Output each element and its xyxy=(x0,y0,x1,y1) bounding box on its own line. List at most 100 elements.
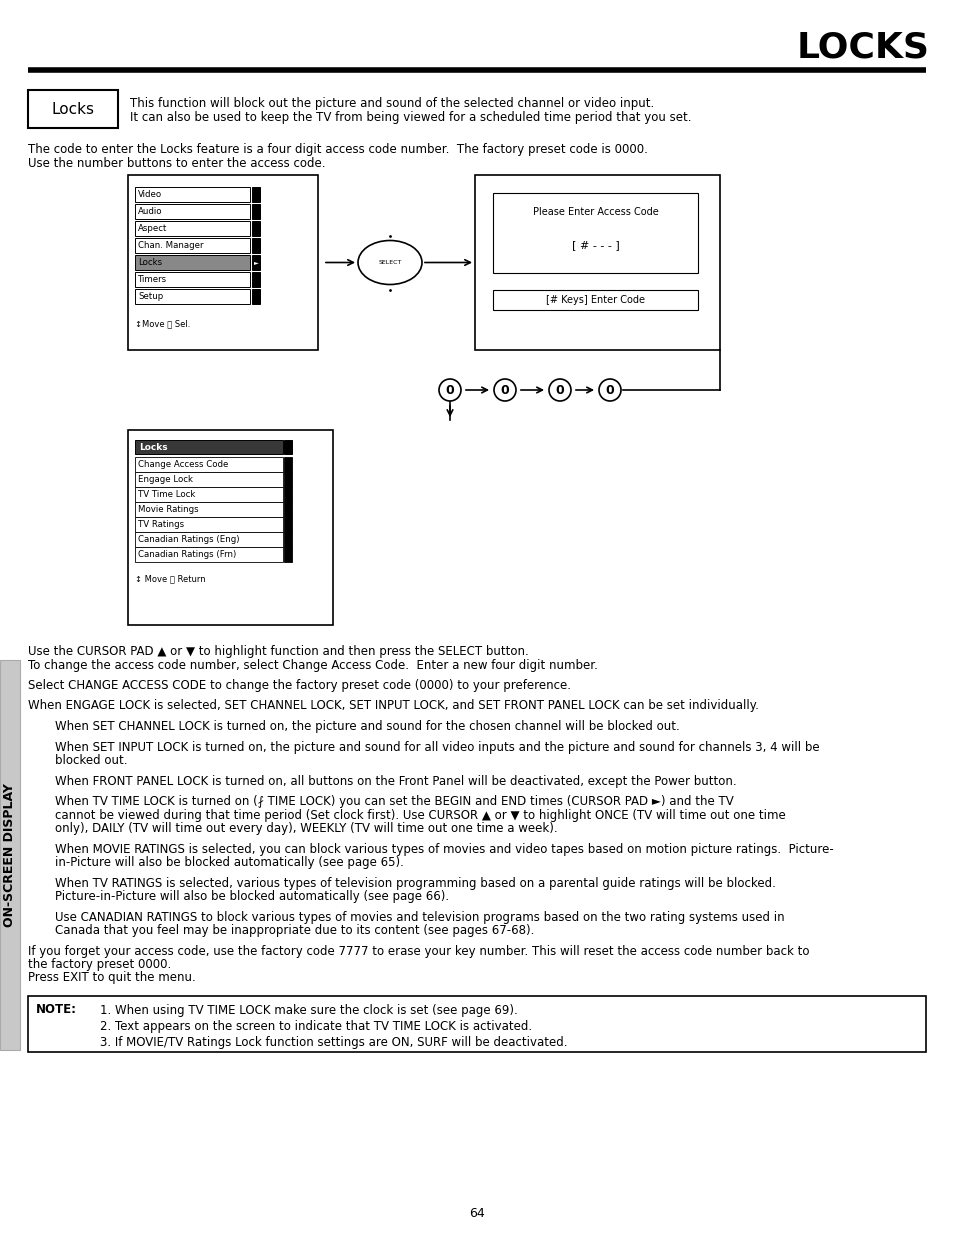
Bar xyxy=(284,547,292,562)
Text: Chan. Manager: Chan. Manager xyxy=(138,241,203,249)
Text: SELECT: SELECT xyxy=(378,261,401,266)
Bar xyxy=(252,254,260,270)
Text: Use CANADIAN RATINGS to block various types of movies and television programs ba: Use CANADIAN RATINGS to block various ty… xyxy=(55,910,783,924)
Bar xyxy=(284,472,292,487)
Text: 3. If MOVIE/TV Ratings Lock function settings are ON, SURF will be deactivated.: 3. If MOVIE/TV Ratings Lock function set… xyxy=(100,1036,567,1049)
Bar xyxy=(493,290,698,310)
Text: 64: 64 xyxy=(469,1207,484,1220)
Bar xyxy=(135,186,250,203)
Text: NOTE:: NOTE: xyxy=(36,1003,77,1016)
Text: 0: 0 xyxy=(500,384,509,396)
Text: 2. Text appears on the screen to indicate that TV TIME LOCK is activated.: 2. Text appears on the screen to indicat… xyxy=(100,1020,532,1032)
Text: TV Ratings: TV Ratings xyxy=(138,520,184,529)
Bar xyxy=(135,457,283,472)
Bar xyxy=(135,238,250,253)
Text: Movie Ratings: Movie Ratings xyxy=(138,505,198,514)
Bar xyxy=(28,90,118,128)
Bar xyxy=(135,532,283,547)
Text: Use the CURSOR PAD ▲ or ▼ to highlight function and then press the SELECT button: Use the CURSOR PAD ▲ or ▼ to highlight f… xyxy=(28,645,528,658)
Bar xyxy=(475,175,720,350)
Text: The code to enter the Locks feature is a four digit access code number.  The fac: The code to enter the Locks feature is a… xyxy=(28,143,647,156)
Bar xyxy=(252,204,260,219)
Text: When FRONT PANEL LOCK is turned on, all buttons on the Front Panel will be deact: When FRONT PANEL LOCK is turned on, all … xyxy=(55,774,736,788)
Circle shape xyxy=(548,379,571,401)
Text: [# Keys] Enter Code: [# Keys] Enter Code xyxy=(545,295,644,305)
Text: When ENGAGE LOCK is selected, SET CHANNEL LOCK, SET INPUT LOCK, and SET FRONT PA: When ENGAGE LOCK is selected, SET CHANNE… xyxy=(28,699,758,713)
Text: When MOVIE RATINGS is selected, you can block various types of movies and video : When MOVIE RATINGS is selected, you can … xyxy=(55,842,833,856)
Bar xyxy=(135,517,283,532)
Text: Change Access Code: Change Access Code xyxy=(138,459,228,469)
Text: If you forget your access code, use the factory code 7777 to erase your key numb: If you forget your access code, use the … xyxy=(28,945,809,957)
Text: blocked out.: blocked out. xyxy=(55,755,128,767)
Text: 0: 0 xyxy=(555,384,564,396)
Bar xyxy=(284,440,292,454)
Text: ↕ Move ␤ Return: ↕ Move ␤ Return xyxy=(135,574,206,583)
Bar xyxy=(284,532,292,547)
Text: in-Picture will also be blocked automatically (see page 65).: in-Picture will also be blocked automati… xyxy=(55,856,403,869)
Text: When TV RATINGS is selected, various types of television programming based on a : When TV RATINGS is selected, various typ… xyxy=(55,877,775,889)
Text: Audio: Audio xyxy=(138,207,162,216)
Bar xyxy=(252,221,260,236)
Text: When TV TIME LOCK is turned on (⨏ TIME LOCK) you can set the BEGIN and END times: When TV TIME LOCK is turned on (⨏ TIME L… xyxy=(55,795,733,808)
Text: To change the access code number, select Change Access Code.  Enter a new four d: To change the access code number, select… xyxy=(28,658,598,672)
Bar xyxy=(135,289,250,304)
Text: Locks: Locks xyxy=(139,442,168,452)
Text: 0: 0 xyxy=(605,384,614,396)
Bar xyxy=(135,254,250,270)
Bar xyxy=(135,501,283,517)
Text: [ # - - - ]: [ # - - - ] xyxy=(571,240,618,249)
Bar xyxy=(135,272,250,287)
Text: Locks: Locks xyxy=(138,258,162,267)
Bar xyxy=(135,204,250,219)
Text: 1. When using TV TIME LOCK make sure the clock is set (see page 69).: 1. When using TV TIME LOCK make sure the… xyxy=(100,1004,517,1016)
Circle shape xyxy=(438,379,460,401)
Text: Canadian Ratings (Frn): Canadian Ratings (Frn) xyxy=(138,550,236,559)
Text: only), DAILY (TV will time out every day), WEEKLY (TV will time out one time a w: only), DAILY (TV will time out every day… xyxy=(55,823,558,835)
Text: When SET INPUT LOCK is turned on, the picture and sound for all video inputs and: When SET INPUT LOCK is turned on, the pi… xyxy=(55,741,819,753)
Bar xyxy=(135,440,283,454)
Bar xyxy=(135,487,283,501)
Bar xyxy=(0,659,20,1050)
Text: TV Time Lock: TV Time Lock xyxy=(138,490,195,499)
Text: cannot be viewed during that time period (Set clock first). Use CURSOR ▲ or ▼ to: cannot be viewed during that time period… xyxy=(55,809,785,821)
Text: 0: 0 xyxy=(445,384,454,396)
Bar xyxy=(284,501,292,517)
Text: Select CHANGE ACCESS CODE to change the factory preset code (0000) to your prefe: Select CHANGE ACCESS CODE to change the … xyxy=(28,679,571,692)
Bar xyxy=(284,487,292,501)
Bar xyxy=(135,221,250,236)
Text: This function will block out the picture and sound of the selected channel or vi: This function will block out the picture… xyxy=(130,98,654,110)
Text: Timers: Timers xyxy=(138,275,167,284)
Bar xyxy=(493,193,698,273)
Text: LOCKS: LOCKS xyxy=(796,30,929,64)
Text: Engage Lock: Engage Lock xyxy=(138,475,193,484)
Bar xyxy=(284,457,292,472)
Text: Aspect: Aspect xyxy=(138,224,167,233)
Bar xyxy=(252,186,260,203)
Text: Canada that you feel may be inappropriate due to its content (see pages 67-68).: Canada that you feel may be inappropriat… xyxy=(55,924,534,937)
Text: ↕Move ␤ Sel.: ↕Move ␤ Sel. xyxy=(135,319,191,329)
Bar xyxy=(128,430,333,625)
Text: When SET CHANNEL LOCK is turned on, the picture and sound for the chosen channel: When SET CHANNEL LOCK is turned on, the … xyxy=(55,720,679,734)
Text: the factory preset 0000.: the factory preset 0000. xyxy=(28,958,172,971)
Text: Canadian Ratings (Eng): Canadian Ratings (Eng) xyxy=(138,535,239,543)
Bar xyxy=(28,995,925,1052)
Bar xyxy=(252,272,260,287)
Text: ON-SCREEN DISPLAY: ON-SCREEN DISPLAY xyxy=(4,783,16,927)
Bar xyxy=(135,547,283,562)
Ellipse shape xyxy=(357,241,421,284)
Bar xyxy=(252,238,260,253)
Bar xyxy=(252,289,260,304)
Text: ►: ► xyxy=(253,261,258,266)
Bar xyxy=(128,175,317,350)
Bar xyxy=(135,472,283,487)
Circle shape xyxy=(598,379,620,401)
Text: Video: Video xyxy=(138,190,162,199)
Bar xyxy=(284,517,292,532)
Circle shape xyxy=(494,379,516,401)
Text: Press EXIT to quit the menu.: Press EXIT to quit the menu. xyxy=(28,972,195,984)
Text: Use the number buttons to enter the access code.: Use the number buttons to enter the acce… xyxy=(28,157,325,170)
Text: Setup: Setup xyxy=(138,291,163,301)
Text: It can also be used to keep the TV from being viewed for a scheduled time period: It can also be used to keep the TV from … xyxy=(130,111,691,124)
Text: Locks: Locks xyxy=(51,101,94,116)
Text: Please Enter Access Code: Please Enter Access Code xyxy=(532,207,658,217)
